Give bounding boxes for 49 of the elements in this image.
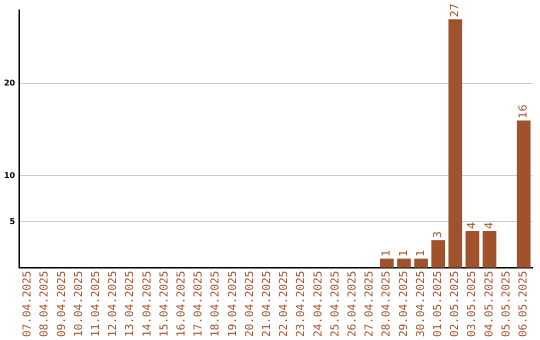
x-tick-label: 25.04.2025 <box>328 270 342 338</box>
data-label: 1 <box>396 250 410 257</box>
x-tick-label: 07.04.2025 <box>20 270 34 338</box>
x-tick-label: 28.04.2025 <box>380 270 393 338</box>
data-label: 16 <box>516 104 530 118</box>
bar <box>448 19 462 268</box>
bar <box>516 120 531 268</box>
x-tick-label: 21.04.2025 <box>260 270 273 338</box>
x-tick-label: 18.04.2025 <box>208 270 222 338</box>
x-tick-label: 06.05.2025 <box>516 270 530 338</box>
data-label: 27 <box>448 3 462 18</box>
data-label: 1 <box>414 250 427 257</box>
data-label: 3 <box>431 231 444 238</box>
x-tick-label: 19.04.2025 <box>226 270 239 338</box>
x-tick-label: 08.04.2025 <box>38 270 51 338</box>
x-tick-label: 03.05.2025 <box>465 270 478 338</box>
bar <box>397 258 411 268</box>
x-tick-label: 13.04.2025 <box>123 270 136 338</box>
x-tick-label: 04.05.2025 <box>482 270 496 338</box>
x-tick-label: 10.04.2025 <box>72 270 85 338</box>
bar <box>466 230 480 268</box>
data-label: 4 <box>465 222 478 229</box>
x-tick-label: 02.05.2025 <box>448 270 462 338</box>
x-tick-label: 17.04.2025 <box>192 270 205 338</box>
x-tick-label: 20.04.2025 <box>242 270 256 338</box>
x-tick-label: 26.04.2025 <box>346 270 359 338</box>
x-tick-label: 27.04.2025 <box>362 270 376 338</box>
x-tick-label: 30.04.2025 <box>414 270 427 338</box>
bar <box>380 258 394 268</box>
x-tick-label: 15.04.2025 <box>157 270 170 338</box>
y-tick-label: 10 <box>4 170 16 180</box>
data-label: 1 <box>380 250 393 257</box>
y-tick-label: 5 <box>10 216 16 226</box>
x-tick-label: 24.04.2025 <box>311 270 324 338</box>
x-tick-label: 12.04.2025 <box>106 270 120 338</box>
x-tick-label: 11.04.2025 <box>88 270 102 338</box>
bar <box>414 258 428 268</box>
x-tick-label: 09.04.2025 <box>54 270 68 338</box>
data-label: 4 <box>482 222 496 229</box>
x-tick-label: 29.04.2025 <box>396 270 410 338</box>
x-tick-label: 16.04.2025 <box>174 270 188 338</box>
x-tick-label: 22.04.2025 <box>277 270 290 338</box>
x-tick-label: 23.04.2025 <box>294 270 308 338</box>
bar <box>482 230 496 268</box>
x-tick-label: 01.05.2025 <box>431 270 444 338</box>
bar <box>431 240 446 268</box>
x-tick-label: 14.04.2025 <box>140 270 154 338</box>
x-tick-label: 05.05.2025 <box>499 270 512 338</box>
y-tick-label: 20 <box>4 78 16 88</box>
